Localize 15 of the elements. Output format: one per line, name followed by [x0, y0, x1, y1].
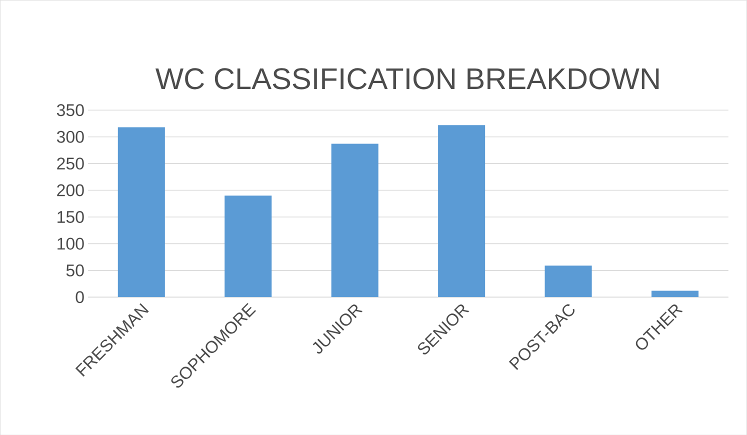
bar	[544, 265, 592, 297]
bar	[331, 144, 378, 297]
bar	[652, 290, 699, 297]
bar	[224, 195, 272, 297]
y-tick-label: 0	[76, 290, 84, 303]
y-tick-label: 200	[57, 184, 84, 196]
y-tick-label: 250	[57, 157, 84, 170]
bar	[118, 127, 165, 297]
y-tick-label: 350	[56, 104, 84, 116]
y-tick-label: 100	[58, 238, 84, 250]
y-tick-label: 150	[58, 210, 84, 223]
chart-title: WC CLASSIFICATION BREAKDOWN	[155, 68, 659, 90]
bar	[438, 124, 486, 297]
y-tick-label: 300	[56, 130, 84, 143]
y-tick-label: 50	[66, 264, 84, 276]
